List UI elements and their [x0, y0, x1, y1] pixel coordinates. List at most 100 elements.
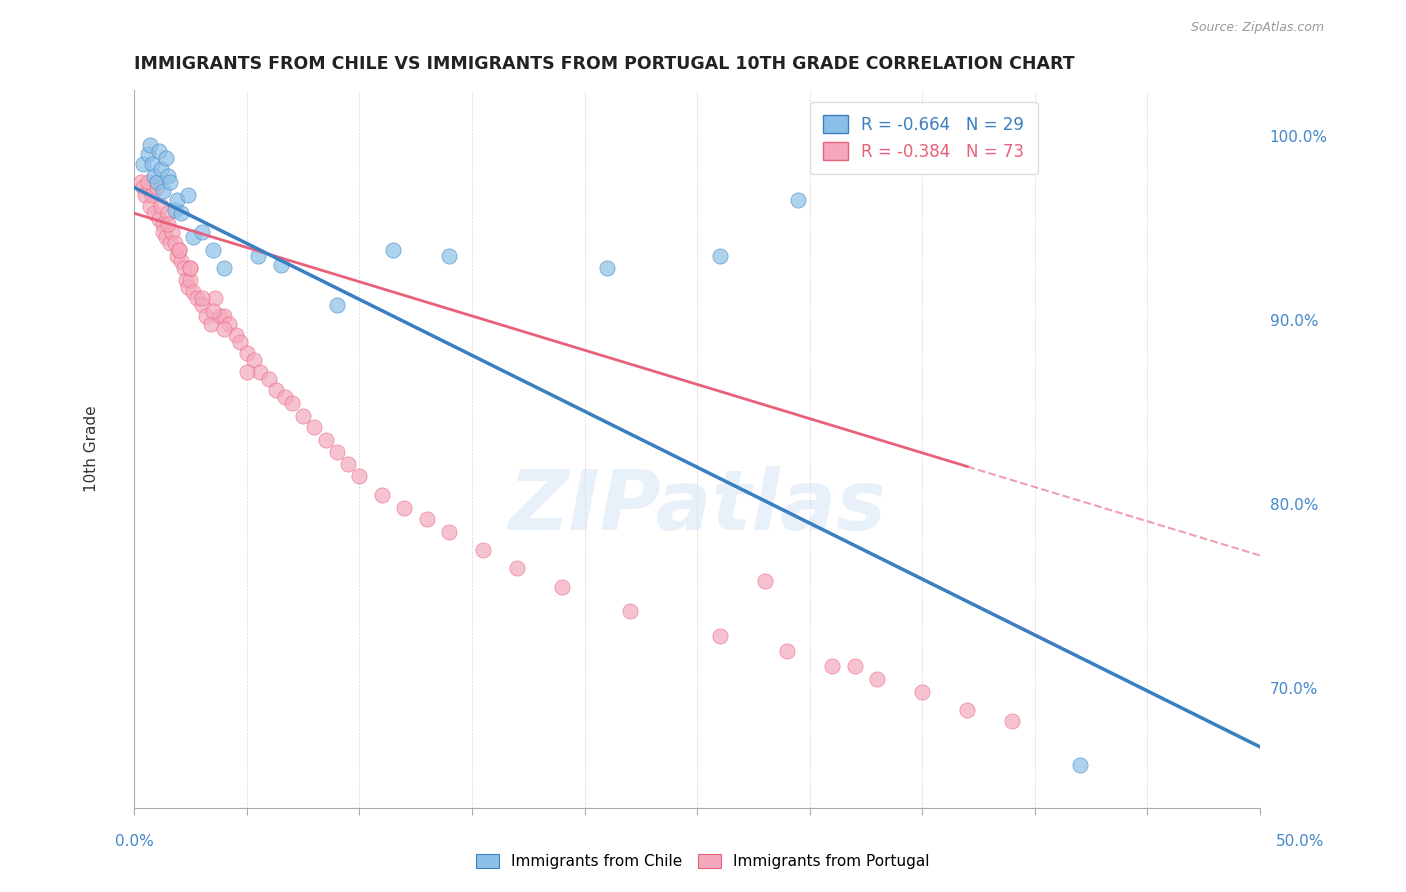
Point — [195, 310, 218, 324]
Point — [821, 659, 844, 673]
Point — [167, 243, 190, 257]
Point — [337, 457, 360, 471]
Point — [173, 261, 195, 276]
Point — [152, 184, 174, 198]
Point — [956, 703, 979, 717]
Point — [844, 659, 866, 673]
Point — [281, 396, 304, 410]
Text: 50.0%: 50.0% — [1277, 834, 1324, 848]
Point — [200, 317, 222, 331]
Point — [229, 334, 252, 349]
Point — [439, 249, 461, 263]
Point — [156, 169, 179, 184]
Point — [162, 225, 184, 239]
Point — [236, 346, 259, 360]
Point — [1069, 758, 1091, 772]
Point — [394, 500, 416, 515]
Point — [551, 580, 574, 594]
Point — [911, 684, 934, 698]
Point — [236, 364, 259, 378]
Point — [371, 488, 394, 502]
Point — [214, 322, 236, 336]
Point — [259, 372, 281, 386]
Point — [225, 327, 247, 342]
Point — [754, 574, 776, 589]
Point — [208, 310, 231, 324]
Text: ZIPatlas: ZIPatlas — [508, 466, 886, 547]
Point — [179, 261, 201, 276]
Point — [776, 644, 799, 658]
Point — [156, 206, 179, 220]
Point — [472, 543, 495, 558]
Point — [134, 187, 156, 202]
Point — [247, 249, 270, 263]
Point — [156, 217, 179, 231]
Point — [349, 469, 371, 483]
Point — [166, 249, 188, 263]
Point — [866, 672, 889, 686]
Point — [326, 298, 349, 312]
Point — [163, 235, 186, 250]
Point — [141, 156, 163, 170]
Point — [177, 187, 200, 202]
Point — [190, 298, 212, 312]
Point — [202, 243, 225, 257]
Point — [143, 169, 166, 184]
Point — [304, 419, 326, 434]
Point — [619, 604, 641, 618]
Point — [145, 175, 167, 189]
Point — [179, 261, 201, 276]
Point — [218, 317, 240, 331]
Point — [129, 175, 152, 189]
Point — [249, 364, 271, 378]
Point — [174, 272, 197, 286]
Point — [242, 353, 264, 368]
Point — [292, 409, 315, 423]
Point — [143, 206, 166, 220]
Point — [177, 280, 200, 294]
Point — [152, 217, 174, 231]
Point — [186, 291, 208, 305]
Point — [139, 199, 162, 213]
Point — [326, 445, 349, 459]
Point — [148, 211, 170, 226]
Point — [152, 225, 174, 239]
Point — [709, 249, 731, 263]
Point — [136, 175, 159, 189]
Point — [181, 230, 204, 244]
Point — [163, 202, 186, 217]
Point — [132, 156, 155, 170]
Text: 10th Grade: 10th Grade — [84, 406, 98, 492]
Text: 0.0%: 0.0% — [115, 834, 155, 848]
Point — [148, 144, 170, 158]
Point — [145, 180, 167, 194]
Point — [190, 225, 212, 239]
Point — [170, 254, 193, 268]
Point — [202, 303, 225, 318]
Point — [787, 194, 810, 208]
Legend: Immigrants from Chile, Immigrants from Portugal: Immigrants from Chile, Immigrants from P… — [470, 848, 936, 875]
Point — [270, 258, 292, 272]
Point — [596, 261, 619, 276]
Point — [181, 285, 204, 300]
Point — [170, 206, 193, 220]
Point — [136, 147, 159, 161]
Point — [155, 151, 177, 165]
Point — [506, 561, 529, 575]
Text: IMMIGRANTS FROM CHILE VS IMMIGRANTS FROM PORTUGAL 10TH GRADE CORRELATION CHART: IMMIGRANTS FROM CHILE VS IMMIGRANTS FROM… — [134, 55, 1074, 73]
Point — [416, 512, 439, 526]
Point — [141, 187, 163, 202]
Point — [159, 235, 181, 250]
Point — [155, 230, 177, 244]
Point — [132, 180, 155, 194]
Point — [382, 243, 405, 257]
Legend: R = -0.664   N = 29, R = -0.384   N = 73: R = -0.664 N = 29, R = -0.384 N = 73 — [810, 102, 1038, 174]
Point — [439, 524, 461, 539]
Point — [709, 630, 731, 644]
Point — [1001, 714, 1024, 728]
Point — [214, 261, 236, 276]
Point — [204, 291, 226, 305]
Point — [167, 243, 190, 257]
Point — [214, 310, 236, 324]
Point — [150, 199, 173, 213]
